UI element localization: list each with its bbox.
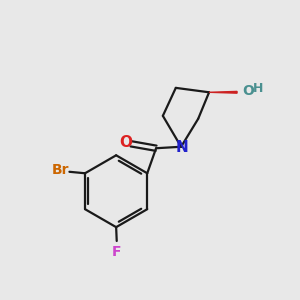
Text: O: O <box>119 134 132 149</box>
Text: O: O <box>242 84 254 98</box>
Text: H: H <box>253 82 263 95</box>
Text: N: N <box>176 140 188 155</box>
Text: Br: Br <box>52 163 69 177</box>
Text: F: F <box>112 244 122 259</box>
Polygon shape <box>209 92 237 93</box>
